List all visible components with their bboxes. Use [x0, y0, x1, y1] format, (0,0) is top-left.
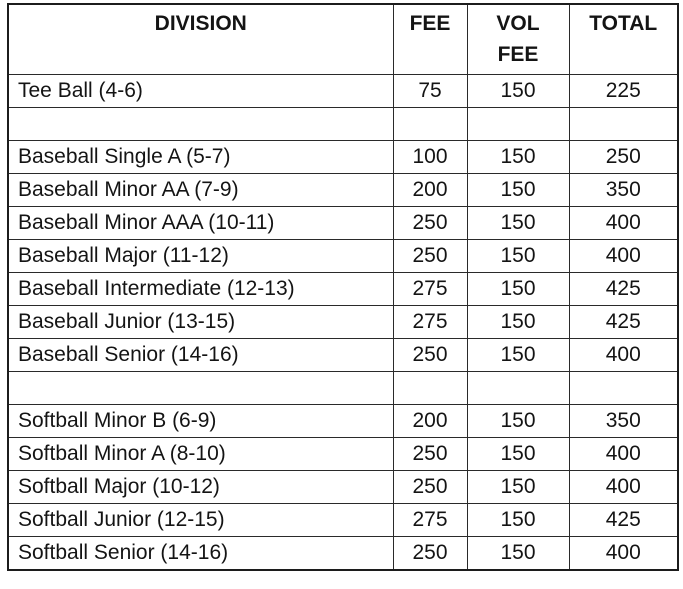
cell-vol-fee: 150: [466, 272, 570, 306]
cell-vol-fee: 150: [466, 173, 570, 207]
cell-fee: 75: [392, 74, 468, 108]
column-header-fee: FEE: [392, 3, 468, 75]
table-row: Baseball Intermediate (12-13) 275 150 42…: [7, 272, 679, 306]
cell-fee: 275: [392, 503, 468, 537]
fee-table: DIVISION FEE VOL FEE TOTAL Tee Ball (4-6…: [7, 3, 679, 571]
cell-vol-fee: 150: [466, 404, 570, 438]
cell-total: 425: [568, 503, 679, 537]
cell-total: 425: [568, 272, 679, 306]
cell-fee: 275: [392, 305, 468, 339]
cell-total: 400: [568, 536, 679, 570]
cell-division: [7, 107, 394, 141]
cell-division: Tee Ball (4-6): [7, 74, 394, 108]
table-row: Baseball Major (11-12) 250 150 400: [7, 239, 679, 273]
cell-vol-fee: 150: [466, 74, 570, 108]
cell-division: Baseball Single A (5-7): [7, 140, 394, 174]
table-row: Softball Minor A (8-10) 250 150 400: [7, 437, 679, 471]
cell-division: Baseball Senior (14-16): [7, 338, 394, 372]
cell-fee: 100: [392, 140, 468, 174]
cell-total: [568, 371, 679, 405]
cell-vol-fee: [466, 107, 570, 141]
cell-vol-fee: 150: [466, 140, 570, 174]
cell-division: Softball Minor A (8-10): [7, 437, 394, 471]
table-row: Softball Senior (14-16) 250 150 400: [7, 536, 679, 570]
cell-total: 400: [568, 239, 679, 273]
cell-vol-fee: [466, 371, 570, 405]
cell-vol-fee: 150: [466, 305, 570, 339]
cell-total: 225: [568, 74, 679, 108]
column-header-division: DIVISION: [7, 3, 394, 75]
column-header-total: TOTAL: [568, 3, 679, 75]
cell-vol-fee: 150: [466, 338, 570, 372]
cell-total: 400: [568, 437, 679, 471]
cell-division: [7, 371, 394, 405]
cell-division: Baseball Junior (13-15): [7, 305, 394, 339]
column-header-vol-fee: VOL FEE: [466, 3, 570, 75]
cell-total: 400: [568, 206, 679, 240]
cell-total: 425: [568, 305, 679, 339]
cell-total: 350: [568, 173, 679, 207]
table-row-spacer: [7, 107, 679, 141]
cell-fee: 250: [392, 338, 468, 372]
table-row: Softball Junior (12-15) 275 150 425: [7, 503, 679, 537]
cell-vol-fee: 150: [466, 470, 570, 504]
cell-fee: 250: [392, 239, 468, 273]
table-row: Baseball Single A (5-7) 100 150 250: [7, 140, 679, 174]
cell-fee: 200: [392, 173, 468, 207]
cell-fee: 250: [392, 206, 468, 240]
cell-vol-fee: 150: [466, 536, 570, 570]
cell-fee: 250: [392, 536, 468, 570]
table-row: Softball Major (10-12) 250 150 400: [7, 470, 679, 504]
cell-division: Baseball Major (11-12): [7, 239, 394, 273]
cell-division: Baseball Minor AAA (10-11): [7, 206, 394, 240]
table-row-spacer: [7, 371, 679, 405]
cell-fee: [392, 107, 468, 141]
table-row: Tee Ball (4-6) 75 150 225: [7, 74, 679, 108]
table-header-row: DIVISION FEE VOL FEE TOTAL: [7, 3, 679, 75]
cell-vol-fee: 150: [466, 503, 570, 537]
cell-total: 400: [568, 338, 679, 372]
cell-division: Softball Junior (12-15): [7, 503, 394, 537]
table-row: Softball Minor B (6-9) 200 150 350: [7, 404, 679, 438]
cell-division: Softball Senior (14-16): [7, 536, 394, 570]
cell-total: 250: [568, 140, 679, 174]
cell-total: [568, 107, 679, 141]
cell-division: Softball Major (10-12): [7, 470, 394, 504]
table-row: Baseball Senior (14-16) 250 150 400: [7, 338, 679, 372]
cell-fee: 250: [392, 470, 468, 504]
cell-fee: 250: [392, 437, 468, 471]
cell-fee: 275: [392, 272, 468, 306]
table-row: Baseball Minor AAA (10-11) 250 150 400: [7, 206, 679, 240]
cell-total: 400: [568, 470, 679, 504]
cell-vol-fee: 150: [466, 239, 570, 273]
cell-total: 350: [568, 404, 679, 438]
cell-vol-fee: 150: [466, 206, 570, 240]
table-row: Baseball Junior (13-15) 275 150 425: [7, 305, 679, 339]
cell-division: Baseball Intermediate (12-13): [7, 272, 394, 306]
cell-fee: [392, 371, 468, 405]
cell-division: Softball Minor B (6-9): [7, 404, 394, 438]
cell-fee: 200: [392, 404, 468, 438]
table-row: Baseball Minor AA (7-9) 200 150 350: [7, 173, 679, 207]
cell-vol-fee: 150: [466, 437, 570, 471]
cell-division: Baseball Minor AA (7-9): [7, 173, 394, 207]
